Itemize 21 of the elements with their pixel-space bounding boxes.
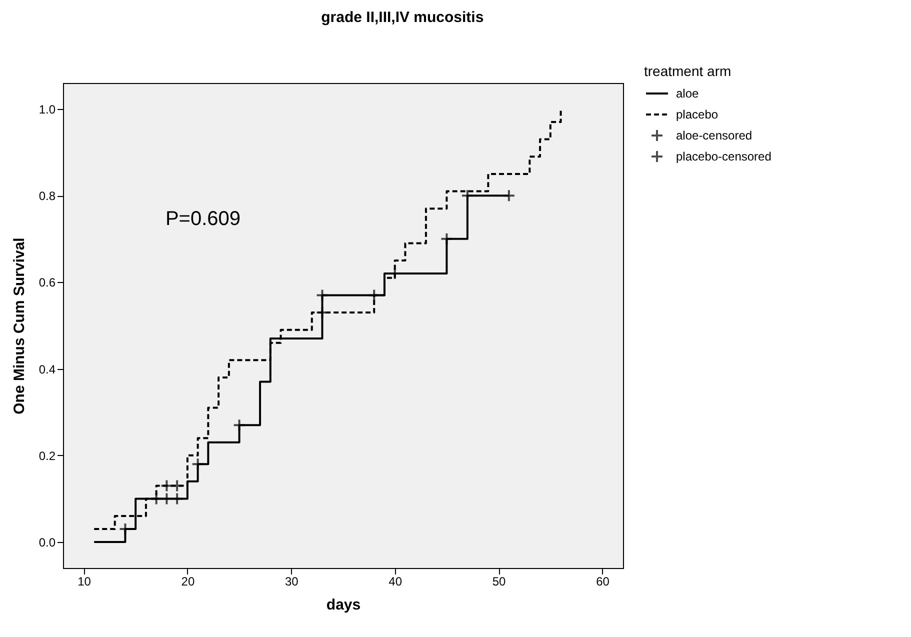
x-tick-label: 60 [596, 574, 610, 588]
y-tick-label: 0.8 [38, 189, 56, 204]
x-tick-label: 10 [78, 574, 92, 588]
y-tick-label: 0.6 [38, 276, 56, 290]
legend-title: treatment arm [644, 63, 732, 79]
y-tick-label: 0.2 [38, 448, 56, 463]
chart-title: grade II,III,IV mucositis [321, 9, 484, 26]
legend-label: placebo [676, 108, 718, 122]
x-tick-label: 20 [181, 574, 195, 588]
x-tick-label: 30 [284, 574, 299, 588]
x-tick-label: 40 [388, 574, 402, 588]
y-axis-title: One Minus Cum Survival [10, 238, 28, 414]
legend-label: aloe-censored [676, 128, 752, 142]
legend-label: aloe [676, 86, 700, 100]
x-axis-title: days [326, 596, 361, 614]
y-tick-label: 0.4 [38, 362, 56, 376]
y-tick-label: 1.0 [38, 102, 56, 116]
x-tick-label: 50 [492, 574, 506, 588]
legend-label: placebo-censored [676, 150, 772, 164]
annotation: P=0.609 [165, 208, 241, 230]
y-tick-label: 0.0 [38, 536, 56, 550]
